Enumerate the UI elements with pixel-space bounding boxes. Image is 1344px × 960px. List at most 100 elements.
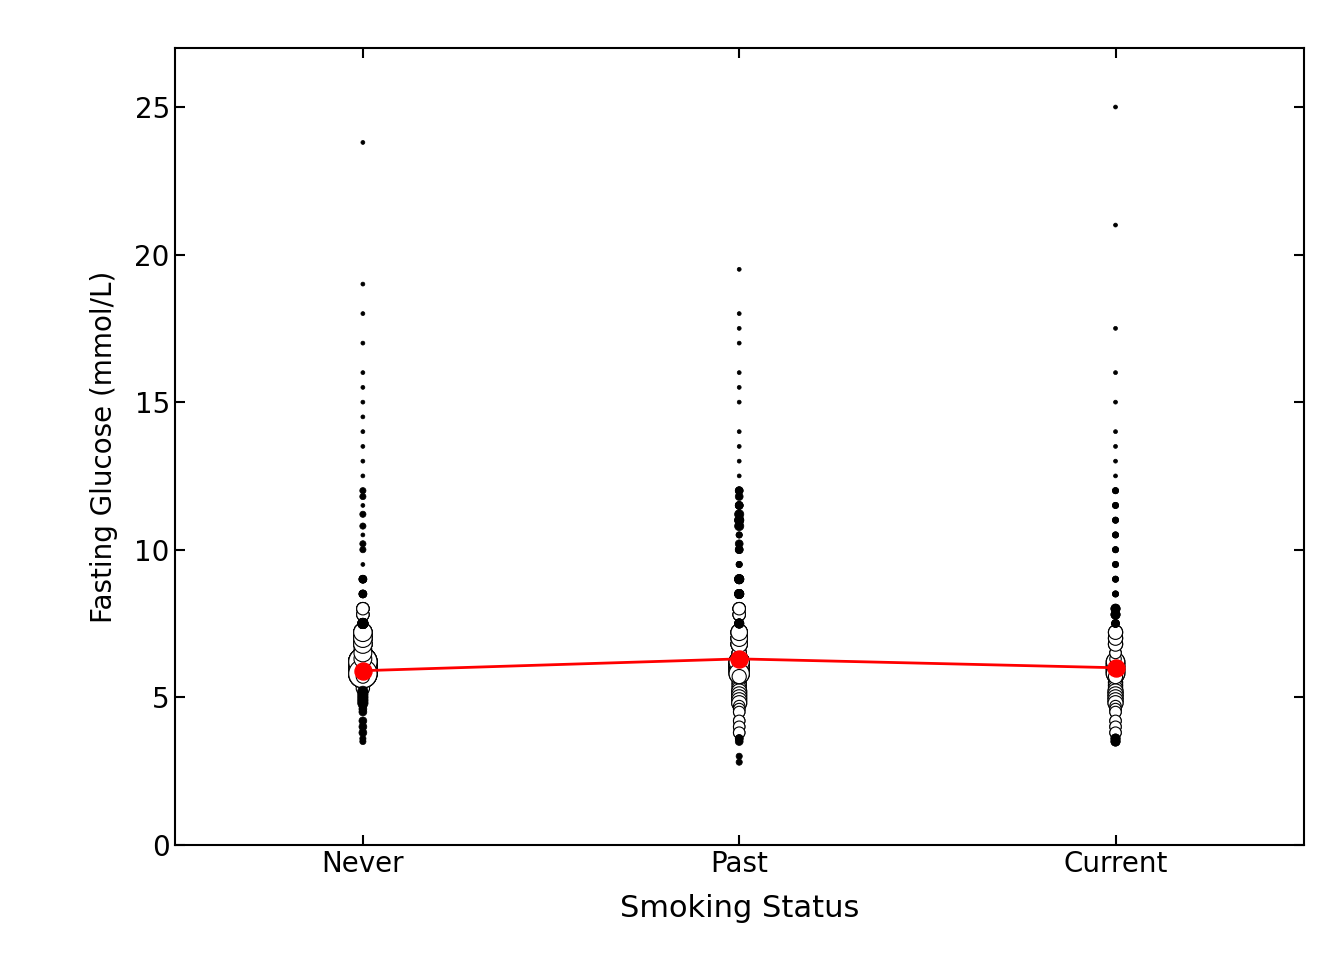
Point [728,571,750,587]
Point [728,468,750,484]
Point [352,645,374,660]
Point [1105,699,1126,714]
Point [352,669,374,684]
Point [352,684,374,699]
Point [1105,686,1126,702]
Point [728,636,750,652]
Point [1105,660,1126,676]
Point [728,607,750,622]
Point [728,527,750,542]
Point [728,483,750,498]
Point [1105,654,1126,669]
Point [1105,607,1126,622]
Point [728,587,750,602]
Point [352,660,374,676]
Point [1105,601,1126,616]
Point [352,365,374,380]
Point [352,657,374,672]
Point [352,631,374,646]
Point [352,645,374,660]
Point [1105,681,1126,696]
Point [352,654,374,669]
Point [1105,731,1126,746]
Point [352,468,374,484]
Point [352,695,374,710]
Point [728,713,750,729]
Point [352,636,374,652]
Point [728,663,750,679]
Point [728,666,750,682]
Point [1105,217,1126,232]
Point [728,497,750,513]
Point [1105,557,1126,572]
Point [352,705,374,720]
Point [728,321,750,336]
Point [728,695,750,710]
Point [728,557,750,572]
Point [1105,731,1126,746]
Point [728,395,750,410]
Point [728,663,750,679]
Point [728,542,750,558]
Point [728,601,750,616]
Point [1105,666,1126,682]
Point [352,636,374,652]
Point [352,527,374,542]
Y-axis label: Fasting Glucose (mmol/L): Fasting Glucose (mmol/L) [90,271,118,622]
Point [728,686,750,702]
Point [352,380,374,396]
Point [352,689,374,705]
Point [352,571,374,587]
Point [728,692,750,708]
Point [352,601,374,616]
Point [352,507,374,522]
Point [1105,725,1126,740]
Point [1105,636,1126,652]
Point [1105,686,1126,702]
Point [352,681,374,696]
Point [352,615,374,631]
Point [352,666,374,682]
Point [728,713,750,729]
Point [728,699,750,714]
Point [352,686,374,702]
Point [352,660,374,676]
Point [728,571,750,587]
Point [728,645,750,660]
Point [352,654,374,669]
Point [728,666,750,682]
Point [1105,453,1126,468]
Point [1105,527,1126,542]
Point [352,654,374,669]
Point [728,625,750,640]
Point [1105,669,1126,684]
Point [352,587,374,602]
Point [1105,615,1126,631]
Point [352,607,374,622]
Point [352,628,374,643]
Point [728,660,750,676]
Point [352,651,374,666]
Point [352,625,374,640]
Point [728,749,750,764]
Point [1105,542,1126,558]
Point [352,678,374,693]
Point [1105,657,1126,672]
Point [1105,678,1126,693]
Point [1105,99,1126,114]
Point [352,666,374,682]
Point [352,654,374,669]
Point [1105,636,1126,652]
Point [1105,733,1126,749]
Point [352,536,374,551]
Point [728,702,750,717]
Point [1105,607,1126,622]
Point [728,675,750,690]
Point [728,513,750,528]
Point [1105,684,1126,699]
Point [1105,681,1126,696]
Point [352,587,374,602]
Point [352,645,374,660]
Point [352,666,374,682]
Point [1105,631,1126,646]
